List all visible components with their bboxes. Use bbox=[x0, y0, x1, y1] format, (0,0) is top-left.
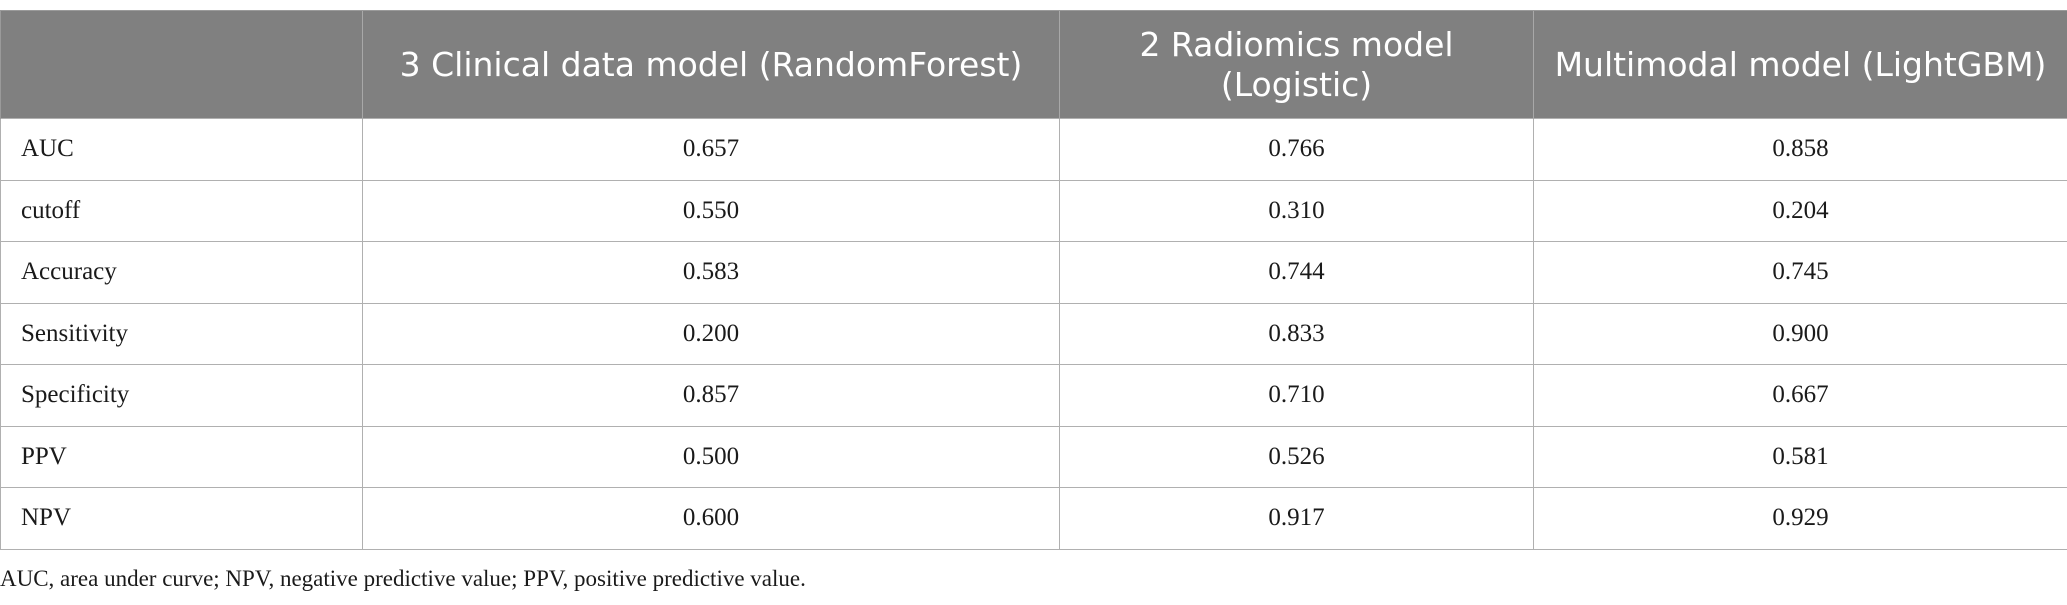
results-table: 3 Clinical data model (RandomForest) 2 R… bbox=[0, 10, 2067, 550]
table-cell: 0.310 bbox=[1059, 179, 1534, 242]
table-cell: 0.929 bbox=[1533, 487, 2067, 550]
table-row: Sensitivity 0.200 0.833 0.900 bbox=[0, 302, 2067, 365]
table-row: cutoff 0.550 0.310 0.204 bbox=[0, 179, 2067, 242]
metric-label: Sensitivity bbox=[0, 302, 363, 365]
table-cell: 0.204 bbox=[1533, 179, 2067, 242]
header-cell-clinical-model: 3 Clinical data model (RandomForest) bbox=[362, 10, 1060, 119]
table-cell: 0.858 bbox=[1533, 118, 2067, 181]
table-row: Specificity 0.857 0.710 0.667 bbox=[0, 364, 2067, 427]
table-cell: 0.600 bbox=[362, 487, 1060, 550]
table-row: AUC 0.657 0.766 0.858 bbox=[0, 118, 2067, 181]
table-cell: 0.200 bbox=[362, 302, 1060, 365]
table-cell: 0.710 bbox=[1059, 364, 1534, 427]
header-cell-multimodal-model: Multimodal model (LightGBM) bbox=[1533, 10, 2067, 119]
table-row: Accuracy 0.583 0.744 0.745 bbox=[0, 241, 2067, 304]
header-cell-radiomics-model: 2 Radiomics model (Logistic) bbox=[1059, 10, 1534, 119]
table-cell: 0.526 bbox=[1059, 425, 1534, 488]
metric-label: NPV bbox=[0, 487, 363, 550]
header-cell-metric bbox=[0, 10, 363, 119]
table-cell: 0.657 bbox=[362, 118, 1060, 181]
table-cell: 0.745 bbox=[1533, 241, 2067, 304]
table-cell: 0.550 bbox=[362, 179, 1060, 242]
metric-label: Specificity bbox=[0, 364, 363, 427]
table-row: PPV 0.500 0.526 0.581 bbox=[0, 425, 2067, 488]
metric-label: PPV bbox=[0, 425, 363, 488]
metric-label: Accuracy bbox=[0, 241, 363, 304]
table-cell: 0.833 bbox=[1059, 302, 1534, 365]
table-cell: 0.766 bbox=[1059, 118, 1534, 181]
results-table-container: 3 Clinical data model (RandomForest) 2 R… bbox=[0, 10, 2067, 550]
table-cell: 0.900 bbox=[1533, 302, 2067, 365]
table-cell: 0.667 bbox=[1533, 364, 2067, 427]
table-cell: 0.581 bbox=[1533, 425, 2067, 488]
table-cell: 0.500 bbox=[362, 425, 1060, 488]
table-cell: 0.917 bbox=[1059, 487, 1534, 550]
table-row: NPV 0.600 0.917 0.929 bbox=[0, 487, 2067, 550]
metric-label: AUC bbox=[0, 118, 363, 181]
table-cell: 0.857 bbox=[362, 364, 1060, 427]
table-footnote: AUC, area under curve; NPV, negative pre… bbox=[0, 566, 806, 591]
table-cell: 0.583 bbox=[362, 241, 1060, 304]
metric-label: cutoff bbox=[0, 179, 363, 242]
header-row: 3 Clinical data model (RandomForest) 2 R… bbox=[0, 10, 2067, 119]
table-cell: 0.744 bbox=[1059, 241, 1534, 304]
